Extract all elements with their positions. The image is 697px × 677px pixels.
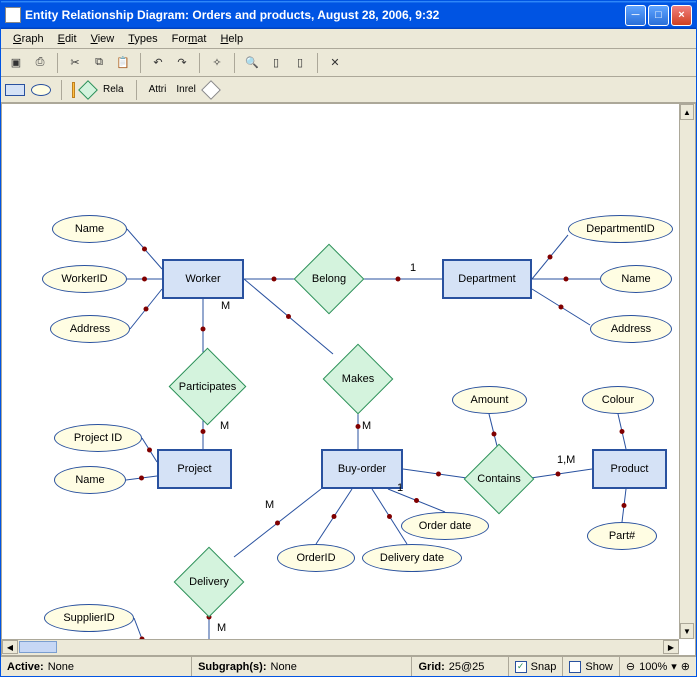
attribute-workerid[interactable]: WorkerID xyxy=(42,265,127,293)
scroll-right-icon[interactable]: ▶ xyxy=(663,640,679,654)
cardinality-label: M xyxy=(217,622,226,634)
palette-inrel-label: Inrel xyxy=(174,84,197,95)
attribute-orderid[interactable]: OrderID xyxy=(277,544,355,572)
attribute-suppid[interactable]: SupplierID xyxy=(44,604,134,632)
scroll-down-icon[interactable]: ▼ xyxy=(680,623,694,639)
status-show[interactable]: Show xyxy=(563,657,620,676)
scroll-up-icon[interactable]: ▲ xyxy=(680,104,694,120)
menu-view[interactable]: View xyxy=(85,31,121,47)
attribute-projid[interactable]: Project ID xyxy=(54,424,142,452)
zoom-out-icon[interactable]: ⊖ xyxy=(626,660,635,673)
relationship-participates[interactable]: Participates xyxy=(180,359,235,414)
attribute-waddress[interactable]: Address xyxy=(50,315,130,343)
zoom-icon[interactable]: 🔍 xyxy=(241,52,263,74)
cardinality-label: M xyxy=(362,420,371,432)
scroll-left-icon[interactable]: ◀ xyxy=(2,640,18,654)
palette-entity[interactable] xyxy=(5,84,25,96)
attribute-colour[interactable]: Colour xyxy=(582,386,654,414)
attribute-amount[interactable]: Amount xyxy=(452,386,527,414)
canvas[interactable]: Worker Department Project Buy-order Product S… xyxy=(1,103,696,656)
palette: Rela Attri Inrel xyxy=(1,77,696,103)
cardinality-label: 1 xyxy=(397,482,403,494)
add-icon[interactable]: ✧ xyxy=(206,52,228,74)
palette-relationship[interactable] xyxy=(78,80,98,100)
menu-format[interactable]: Format xyxy=(166,31,213,47)
palette-inrel-shape[interactable] xyxy=(201,80,221,100)
attribute-delivdate[interactable]: Delivery date xyxy=(362,544,462,572)
cut-icon[interactable]: ✂ xyxy=(64,52,86,74)
menu-types[interactable]: Types xyxy=(122,31,163,47)
status-snap[interactable]: ✓Snap xyxy=(509,657,564,676)
new-icon[interactable]: ▣ xyxy=(5,52,27,74)
cardinality-label: M xyxy=(220,420,229,432)
app-icon xyxy=(5,7,21,23)
attribute-dname[interactable]: Name xyxy=(600,265,672,293)
relationship-contains[interactable]: Contains xyxy=(474,454,524,504)
print-icon[interactable]: ⎙ xyxy=(29,52,51,74)
status-subgraph: Subgraph(s):None xyxy=(192,657,412,676)
dropdown-icon[interactable]: ▾ xyxy=(671,660,677,673)
paste-icon[interactable]: 📋 xyxy=(112,52,134,74)
cardinality-label: 1 xyxy=(410,262,416,274)
horizontal-scrollbar[interactable]: ◀ ▶ xyxy=(2,639,679,655)
palette-rela-label: Rela xyxy=(101,84,126,95)
relationship-delivery[interactable]: Delivery xyxy=(184,557,234,607)
entity-product[interactable]: Product xyxy=(592,449,667,489)
statusbar: Active:None Subgraph(s):None Grid:25@25 … xyxy=(1,656,696,676)
titlebar: Entity Relationship Diagram: Orders and … xyxy=(1,1,696,29)
status-zoom[interactable]: ⊖ 100% ▾ ⊕ xyxy=(620,657,696,676)
undo-icon[interactable]: ↶ xyxy=(147,52,169,74)
relationship-makes[interactable]: Makes xyxy=(333,354,383,404)
attribute-daddress[interactable]: Address xyxy=(590,315,672,343)
entity-department[interactable]: Department xyxy=(442,259,532,299)
attribute-orderdate[interactable]: Order date xyxy=(401,512,489,540)
delete-icon[interactable]: ✕ xyxy=(324,52,346,74)
relationship-belong[interactable]: Belong xyxy=(304,254,354,304)
attribute-partnum[interactable]: Part# xyxy=(587,522,657,550)
redo-icon[interactable]: ↷ xyxy=(171,52,193,74)
cardinality-label: M xyxy=(265,499,274,511)
menu-graph[interactable]: Graph xyxy=(7,31,50,47)
window-title: Entity Relationship Diagram: Orders and … xyxy=(25,8,625,22)
page2-icon[interactable]: ▯ xyxy=(289,52,311,74)
attribute-deptid[interactable]: DepartmentID xyxy=(568,215,673,243)
copy-icon[interactable]: ⧉ xyxy=(88,52,110,74)
vertical-scrollbar[interactable]: ▲ ▼ xyxy=(679,104,695,639)
entity-buyorder[interactable]: Buy-order xyxy=(321,449,403,489)
close-button[interactable]: × xyxy=(671,5,692,26)
attribute-wname[interactable]: Name xyxy=(52,215,127,243)
menu-edit[interactable]: Edit xyxy=(52,31,83,47)
cardinality-label: 1,M xyxy=(557,454,575,466)
scroll-thumb[interactable] xyxy=(19,641,57,653)
minimize-button[interactable]: ─ xyxy=(625,5,646,26)
palette-attri-label: Attri xyxy=(147,84,169,95)
checkbox-checked-icon[interactable]: ✓ xyxy=(515,661,527,673)
checkbox-icon[interactable] xyxy=(569,661,581,673)
menu-help[interactable]: Help xyxy=(214,31,249,47)
toolbar: ▣ ⎙ ✂ ⧉ 📋 ↶ ↷ ✧ 🔍 ▯ ▯ ✕ xyxy=(1,49,696,77)
status-active: Active:None xyxy=(1,657,192,676)
page1-icon[interactable]: ▯ xyxy=(265,52,287,74)
shapes-layer: Worker Department Project Buy-order Product S… xyxy=(2,104,695,655)
entity-worker[interactable]: Worker xyxy=(162,259,244,299)
menubar: Graph Edit View Types Format Help xyxy=(1,29,696,49)
maximize-button[interactable]: □ xyxy=(648,5,669,26)
attribute-pname[interactable]: Name xyxy=(54,466,126,494)
cardinality-label: M xyxy=(221,300,230,312)
palette-attribute[interactable] xyxy=(31,84,51,96)
zoom-in-icon[interactable]: ⊕ xyxy=(681,660,690,673)
status-grid: Grid:25@25 xyxy=(412,657,508,676)
palette-bar[interactable] xyxy=(72,82,75,98)
entity-project[interactable]: Project xyxy=(157,449,232,489)
